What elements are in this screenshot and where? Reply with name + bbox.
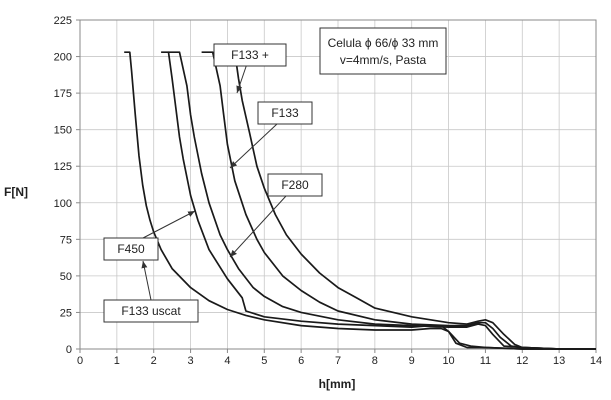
info-box-line: v=4mm/s, Pasta: [340, 53, 427, 67]
series-layer: [124, 51, 596, 350]
x-tick-label: 14: [590, 355, 602, 367]
callout-box-f133: [257, 101, 313, 125]
callout-label-f133-uscat: F133 uscat: [121, 304, 181, 318]
x-tick-label: 11: [480, 355, 491, 367]
callout-arrow-f450: [142, 210, 196, 239]
y-tick-label: 150: [54, 125, 72, 137]
y-tick-label: 175: [54, 88, 72, 100]
callout-arrow-f133-uscat: [141, 260, 152, 301]
x-tick-label: 8: [372, 355, 378, 367]
x-tick-label: 10: [442, 355, 454, 367]
callout-box-f133-uscat: [103, 299, 199, 323]
y-tick-label: 0: [66, 344, 72, 356]
callout-box-f133: [213, 43, 287, 67]
series-line-f133-uscat: [124, 51, 596, 350]
x-tick-label: 3: [188, 355, 194, 367]
y-tick-label: 225: [54, 15, 72, 27]
x-axis-title: h[mm]: [319, 377, 356, 391]
info-box-line: Celula ϕ 66/ϕ 33 mm: [328, 36, 439, 50]
x-tick-label: 12: [516, 355, 528, 367]
info-box-frame: [319, 27, 447, 75]
callout-label-f133: F133: [271, 106, 299, 120]
x-tick-label: 13: [553, 355, 565, 367]
callout-box-f450: [103, 237, 159, 261]
series-line-f280: [168, 51, 596, 350]
y-tick-label: 50: [60, 271, 72, 283]
x-tick-label: 5: [261, 355, 267, 367]
y-tick-label: 75: [60, 234, 72, 246]
x-tick-label: 0: [77, 355, 83, 367]
callout-arrow-f133: [229, 123, 278, 169]
callout-layer: F133 + F133 F280 F450 F133 uscat: [103, 43, 323, 323]
series-line-f133: [223, 51, 596, 350]
callout-label-f133: F133 +: [231, 48, 269, 62]
x-tick-label: 7: [335, 355, 341, 367]
y-tick-label: 100: [54, 198, 72, 210]
y-tick-label: 125: [54, 161, 72, 173]
series-line-f133: [201, 51, 596, 350]
y-tick-label: 25: [60, 307, 72, 319]
x-tick-label: 4: [224, 355, 230, 367]
callout-arrow-f280: [229, 195, 287, 258]
y-axis-title: F[N]: [4, 185, 28, 199]
callout-label-f450: F450: [117, 242, 145, 256]
x-tick-label: 6: [298, 355, 304, 367]
callout-label-f280: F280: [281, 178, 309, 192]
series-line-f450: [161, 51, 596, 350]
x-tick-label: 2: [151, 355, 157, 367]
axis-layer: 0 1 2 3 4 5 6 7 8 9 10 11 12 13 1402550751001251501752…: [54, 15, 602, 367]
x-tick-label: 1: [114, 355, 120, 367]
y-tick-label: 200: [54, 52, 72, 64]
callout-box-f280: [267, 173, 323, 197]
x-tick-label: 9: [409, 355, 415, 367]
info-box: Celula ϕ 66/ϕ 33 mm v=4mm/s, Pasta: [319, 27, 447, 75]
